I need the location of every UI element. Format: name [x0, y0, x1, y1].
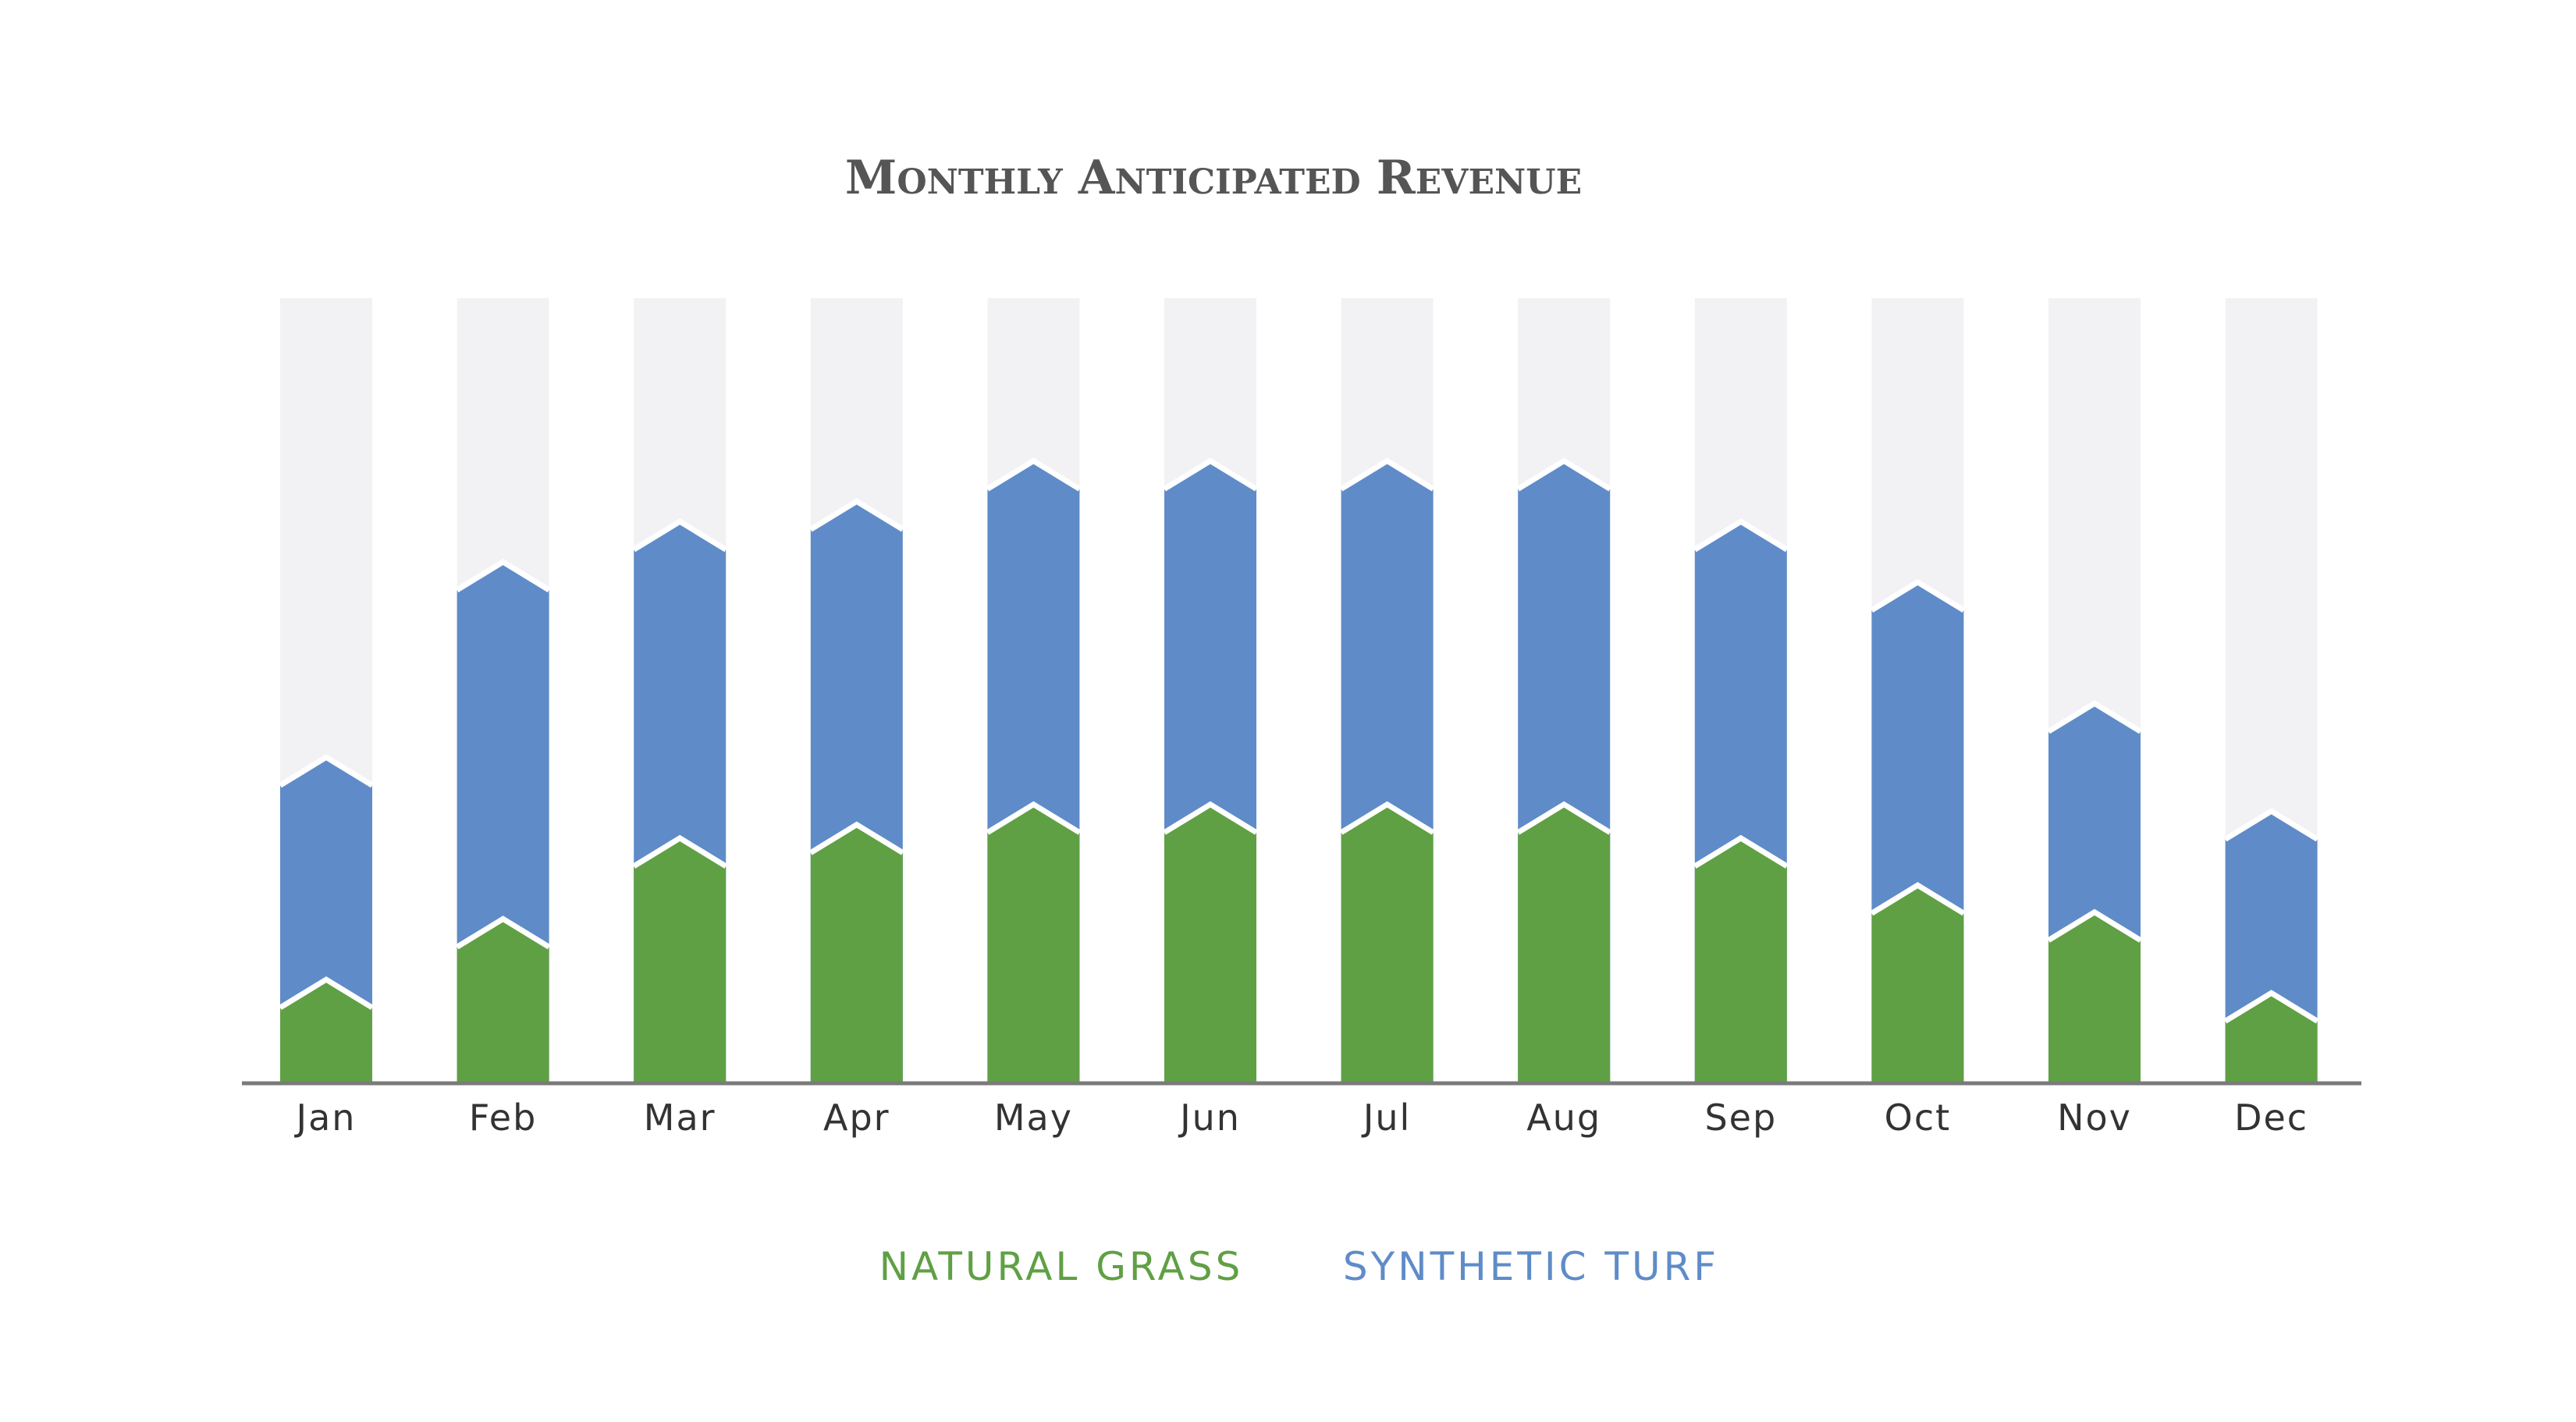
bar-natural-grass-jul — [1341, 804, 1434, 1082]
bar-synthetic-turf-outline-jun — [1163, 457, 1258, 492]
bar-natural-grass-sep — [1694, 837, 1787, 1082]
bar-natural-grass-outline-nov — [2047, 908, 2142, 943]
bar-synthetic-turf-outline-feb — [455, 558, 551, 592]
bar-natural-grass-apr — [810, 824, 903, 1082]
x-tick-label-jan: Jan — [294, 1097, 357, 1139]
bars-layer — [279, 298, 2319, 1082]
bar-natural-grass-outline-oct — [1870, 882, 1966, 916]
bar-natural-grass-jun — [1164, 804, 1256, 1082]
bar-natural-grass-nov — [2048, 912, 2141, 1082]
legend-item-natural-grass: NATURAL GRASS — [879, 1244, 1244, 1289]
x-tick-label-jul: Jul — [1361, 1097, 1412, 1139]
bar-natural-grass-mar — [634, 837, 727, 1082]
x-tick-label-apr: Apr — [823, 1097, 890, 1139]
legend: NATURAL GRASS SYNTHETIC TURF — [879, 1244, 1719, 1289]
chart-title: MONTHLY ANTICIPATED REVENUE — [845, 151, 1582, 205]
bar-synthetic-turf-outline-may — [986, 457, 1082, 492]
bar-natural-grass-outline-jun — [1163, 801, 1258, 835]
bar-natural-grass-jan — [280, 979, 372, 1082]
bar-natural-grass-outline-jan — [279, 976, 374, 1011]
bar-natural-grass-outline-jul — [1339, 801, 1435, 835]
bar-natural-grass-feb — [457, 919, 549, 1082]
x-tick-label-nov: Nov — [2057, 1097, 2132, 1139]
bar-natural-grass-outline-feb — [455, 915, 551, 950]
bar-natural-grass-dec — [2225, 993, 2318, 1082]
legend-item-synthetic-turf: SYNTHETIC TURF — [1343, 1244, 1719, 1289]
x-tick-label-may: May — [994, 1097, 1073, 1139]
bar-synthetic-turf-outline-mar — [632, 518, 728, 553]
bar-synthetic-turf-outline-aug — [1516, 457, 1612, 492]
bar-synthetic-turf-outline-oct — [1870, 578, 1966, 613]
bar-synthetic-turf-outline-dec — [2223, 808, 2319, 842]
bar-natural-grass-aug — [1518, 804, 1611, 1082]
bar-synthetic-turf-outline-sep — [1693, 518, 1789, 553]
bar-synthetic-turf-outline-jan — [279, 754, 374, 788]
bar-natural-grass-outline-mar — [632, 834, 728, 869]
bar-natural-grass-oct — [1871, 885, 1964, 1082]
bar-natural-grass-outline-aug — [1516, 801, 1612, 835]
bar-synthetic-turf-outline-nov — [2047, 700, 2142, 734]
bar-natural-grass-outline-sep — [1693, 834, 1789, 869]
bar-synthetic-turf-outline-apr — [808, 498, 904, 532]
x-tick-label-aug: Aug — [1526, 1097, 1601, 1139]
bar-natural-grass-outline-dec — [2223, 990, 2319, 1024]
bar-synthetic-turf-outline-jul — [1339, 457, 1435, 492]
bar-natural-grass-may — [987, 804, 1080, 1082]
x-tick-label-sep: Sep — [1704, 1097, 1777, 1139]
x-tick-label-jun: Jun — [1178, 1097, 1241, 1139]
x-tick-labels: Jan Feb Mar Apr May Jun Jul Aug Sep Oct Nov Dec — [294, 1097, 2308, 1139]
x-tick-label-oct: Oct — [1885, 1097, 1952, 1139]
x-tick-label-dec: Dec — [2234, 1097, 2308, 1139]
x-tick-label-feb: Feb — [469, 1097, 537, 1139]
bar-natural-grass-outline-may — [986, 801, 1082, 835]
x-tick-label-mar: Mar — [644, 1097, 716, 1139]
bar-natural-grass-outline-apr — [808, 821, 904, 855]
